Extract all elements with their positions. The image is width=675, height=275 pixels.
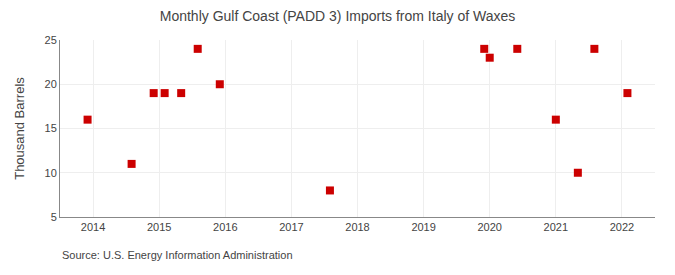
svg-text:2020: 2020 [477,221,501,233]
svg-text:2015: 2015 [147,221,171,233]
svg-text:2017: 2017 [279,221,303,233]
svg-text:15: 15 [45,122,57,134]
svg-text:2021: 2021 [544,221,568,233]
svg-text:25: 25 [45,34,57,46]
svg-text:2022: 2022 [610,221,634,233]
svg-text:Source: U.S. Energy Informatio: Source: U.S. Energy Information Administ… [62,249,293,261]
svg-text:5: 5 [51,211,57,223]
svg-text:20: 20 [45,78,57,90]
svg-text:2018: 2018 [345,221,369,233]
svg-text:2016: 2016 [213,221,237,233]
svg-text:Monthly Gulf Coast (PADD 3) Im: Monthly Gulf Coast (PADD 3) Imports from… [160,8,516,24]
svg-text:Thousand Barrels: Thousand Barrels [12,77,27,180]
svg-text:2014: 2014 [81,221,105,233]
svg-text:2019: 2019 [411,221,435,233]
svg-text:10: 10 [45,167,57,179]
